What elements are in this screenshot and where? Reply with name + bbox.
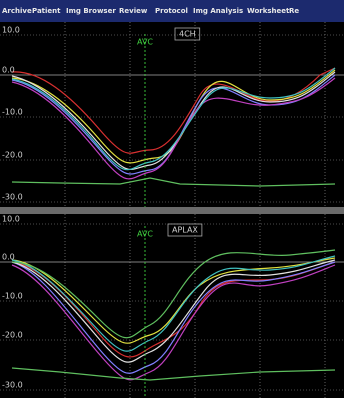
view-label: APLAX <box>172 226 198 235</box>
panel-separator <box>0 207 344 214</box>
menu-item[interactable]: Protocol <box>155 7 188 15</box>
view-label-box <box>174 27 201 41</box>
baseline-curve <box>11 367 336 381</box>
y-axis-label: -30.0 <box>2 381 23 390</box>
avc-label: AVC <box>137 38 153 47</box>
y-axis-label: -10.0 <box>2 108 23 117</box>
strain-curves-top <box>11 67 336 187</box>
curve <box>11 67 336 171</box>
menu-item[interactable]: Img Analysis <box>193 7 243 15</box>
y-axis-label: -20.0 <box>2 331 23 340</box>
baseline-curve <box>11 177 336 187</box>
menu-item[interactable]: Archive <box>2 7 32 15</box>
curve <box>11 261 336 358</box>
curve <box>11 249 336 339</box>
curve <box>11 71 336 171</box>
curve <box>11 77 336 180</box>
curve <box>11 257 336 344</box>
y-axis-label: -10.0 <box>2 292 23 301</box>
menu-item[interactable]: Review <box>119 7 148 15</box>
y-axis-label: 0.0 <box>2 253 15 262</box>
menu-item[interactable]: Worksheet <box>247 7 290 15</box>
menu-item[interactable]: Patient <box>32 7 61 15</box>
avc-label: AVC <box>137 230 153 239</box>
strain-curves-bottom <box>11 249 336 381</box>
y-axis-label: -20.0 <box>2 151 23 160</box>
view-label-box <box>167 223 203 237</box>
y-axis-label: -30.0 <box>2 193 23 202</box>
curve <box>11 259 336 363</box>
view-label: 4CH <box>179 30 196 39</box>
y-axis-label: 0.0 <box>2 66 15 75</box>
menu-item[interactable]: Re <box>289 7 299 15</box>
curve <box>11 255 336 352</box>
curve <box>11 67 336 154</box>
y-axis-label: 10.0 <box>2 215 20 224</box>
y-axis-label: 10.0 <box>2 26 20 35</box>
curve <box>11 261 336 374</box>
menu-item[interactable]: Img Browser <box>66 7 116 15</box>
menu-bar <box>0 0 344 22</box>
curve <box>11 264 336 381</box>
